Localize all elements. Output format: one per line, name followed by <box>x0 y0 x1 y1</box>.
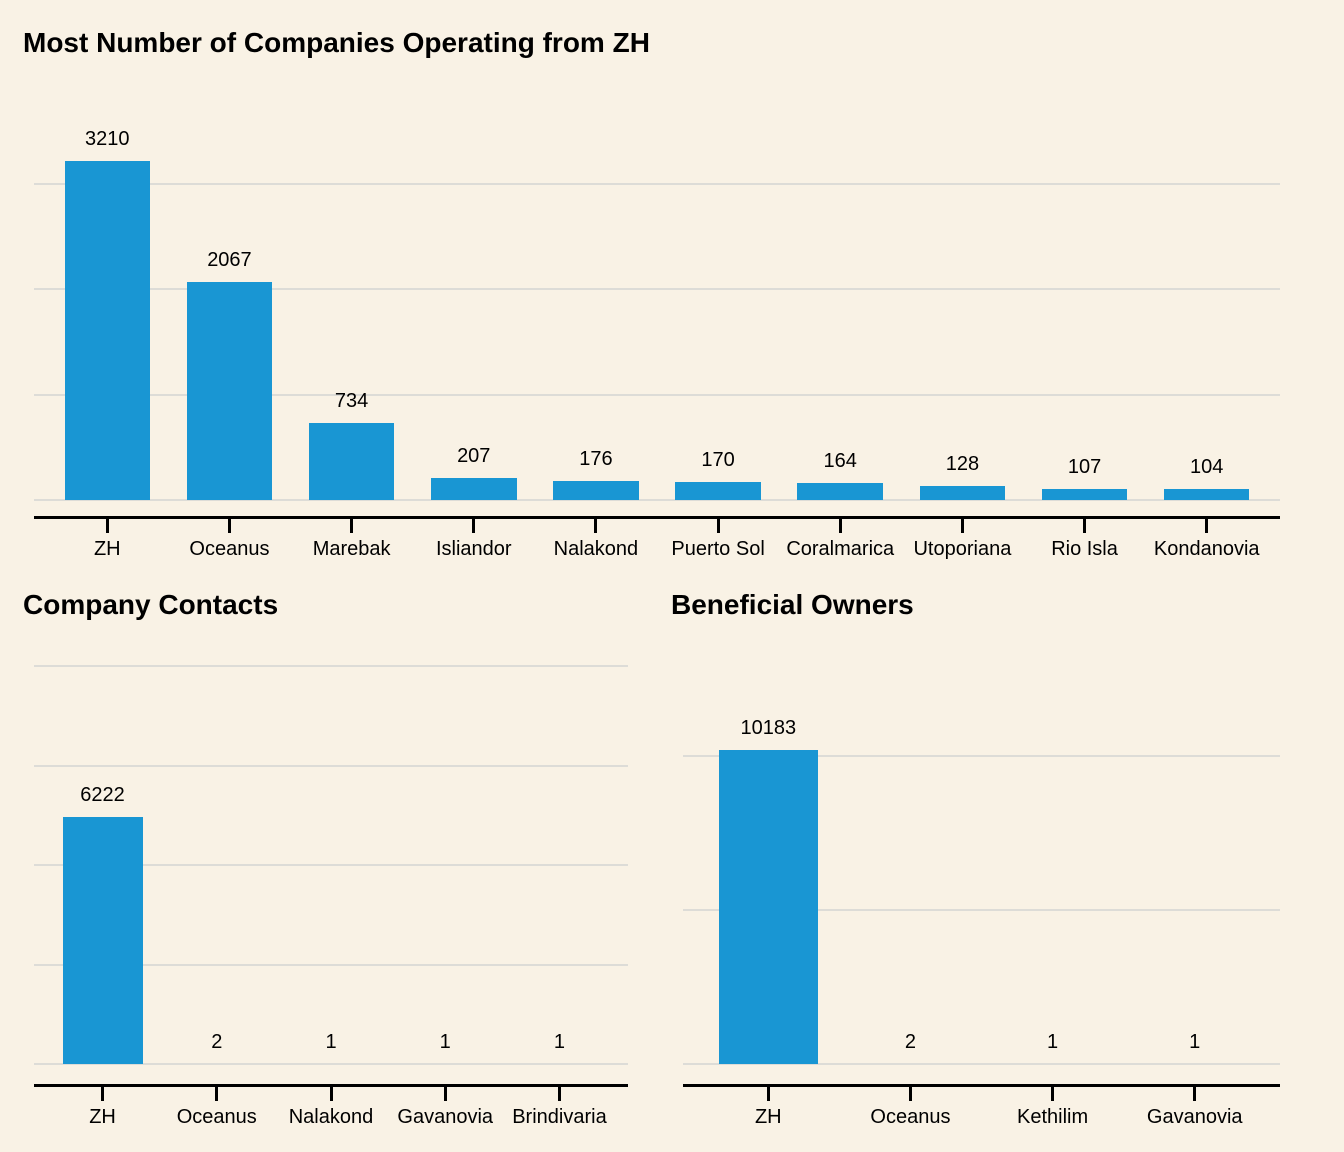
bar <box>919 486 1006 500</box>
y-gridline <box>34 288 1280 290</box>
x-axis-tick <box>716 516 720 533</box>
x-axis-tick <box>960 516 964 533</box>
bar <box>1041 488 1128 500</box>
bar <box>797 482 883 500</box>
bar <box>62 816 143 1064</box>
bar-value-label: 734 <box>334 389 369 412</box>
y-gridline <box>683 908 1280 911</box>
y-gridline <box>34 764 628 767</box>
x-axis-tick <box>443 1084 447 1101</box>
x-category-label: Oceanus <box>176 1106 257 1128</box>
x-category-label: Isliandor <box>435 538 512 560</box>
bar <box>431 478 517 500</box>
bar-value-label: 2 <box>211 1030 223 1053</box>
x-category-label: ZH <box>754 1106 782 1128</box>
y-gridline <box>683 754 1280 757</box>
x-category-label: Oceanus <box>870 1106 951 1128</box>
bar-value-label: 2067 <box>207 248 252 271</box>
x-category-label: Gavanovia <box>397 1106 494 1128</box>
bar <box>675 482 761 500</box>
bar <box>553 481 639 500</box>
x-category-label: Kondanovia <box>1153 538 1260 560</box>
bar-value-label: 128 <box>945 453 980 476</box>
x-category-label: Gavanovia <box>1146 1106 1243 1128</box>
bar-value-label: 207 <box>457 445 491 468</box>
y-gridline <box>34 1063 628 1065</box>
y-gridline <box>34 963 628 966</box>
x-axis-tick <box>227 516 231 533</box>
bar-value-label: 104 <box>1190 456 1224 479</box>
bar-value-label: 6222 <box>80 783 125 806</box>
x-axis-tick <box>1083 516 1087 533</box>
bar-value-label: 170 <box>701 449 735 472</box>
x-axis-line <box>34 516 1280 519</box>
y-gridline <box>34 499 1280 501</box>
bar-value-label: 3210 <box>85 128 130 151</box>
x-category-label: Oceanus <box>189 538 270 560</box>
x-axis-tick <box>350 516 354 533</box>
x-axis-tick <box>1193 1084 1197 1101</box>
x-axis-tick <box>101 1084 105 1101</box>
y-gridline <box>34 393 1280 396</box>
bar-value-label: 1 <box>1189 1030 1201 1053</box>
x-category-label: Utoporiana <box>913 538 1012 560</box>
x-category-label: Nalakond <box>288 1106 374 1128</box>
bar-value-label: 164 <box>823 449 857 472</box>
x-category-label: ZH <box>89 1106 116 1128</box>
x-category-label: Brindivaria <box>512 1106 607 1128</box>
y-gridline <box>683 1063 1280 1065</box>
bar-value-label: 1 <box>1047 1030 1059 1053</box>
bar-value-label: 2 <box>904 1030 916 1053</box>
x-axis-line <box>34 1084 628 1087</box>
x-category-label: ZH <box>93 538 121 560</box>
y-gridline <box>34 182 1280 185</box>
x-axis-tick <box>105 516 109 533</box>
x-axis-tick <box>329 1084 333 1101</box>
x-axis-line <box>683 1084 1280 1087</box>
x-category-label: Puerto Sol <box>671 538 765 560</box>
x-category-label: Kethilim <box>1016 1106 1089 1128</box>
x-axis-tick <box>838 516 842 533</box>
x-axis-tick <box>472 516 476 533</box>
x-axis-tick <box>766 1084 770 1101</box>
x-category-label: Marebak <box>312 538 391 560</box>
bar <box>1163 489 1250 500</box>
x-axis-tick <box>908 1084 912 1101</box>
bar <box>718 749 819 1064</box>
chart-title-company-contacts: Company Contacts <box>23 589 279 620</box>
x-axis-tick <box>594 516 598 533</box>
bar <box>308 422 395 500</box>
page-title: Most Number of Companies Operating from … <box>23 27 650 58</box>
y-gridline <box>34 864 628 867</box>
x-axis-tick <box>1205 516 1209 533</box>
bar-value-label: 1 <box>553 1030 566 1053</box>
bar-value-label: 107 <box>1067 455 1102 478</box>
bar <box>64 161 151 500</box>
bar-value-label: 176 <box>579 448 613 471</box>
x-category-label: Rio Isla <box>1051 538 1118 560</box>
x-axis-tick <box>215 1084 219 1101</box>
bar <box>186 281 273 500</box>
bar-value-label: 10183 <box>740 716 797 739</box>
x-axis-tick <box>1051 1084 1055 1101</box>
bar-value-label: 1 <box>325 1030 337 1053</box>
chart-title-beneficial-owners: Beneficial Owners <box>671 589 914 620</box>
x-axis-tick <box>557 1084 561 1101</box>
y-gridline <box>34 665 628 668</box>
x-category-label: Coralmarica <box>786 538 895 560</box>
x-category-label: Nalakond <box>553 538 639 560</box>
bar-value-label: 1 <box>439 1030 451 1053</box>
